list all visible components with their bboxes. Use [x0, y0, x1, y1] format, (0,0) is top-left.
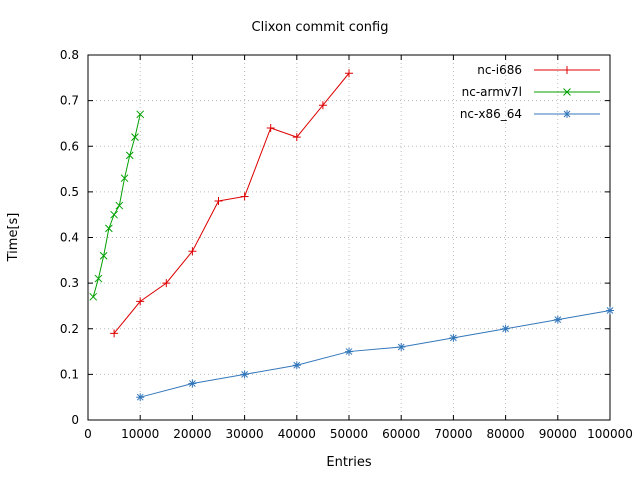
x-axis-label: Entries: [326, 455, 372, 470]
series-nc-x86_64: [136, 306, 614, 402]
x-tick-labels: 0 10000 20000 30000 40000 50000 60000 70000 8000…: [84, 427, 633, 441]
series-nc-armv7l: [89, 110, 145, 301]
chart-legend: nc-i686 nc-armv7l nc-x86_64: [460, 63, 600, 121]
svg-text:0.6: 0.6: [60, 139, 79, 153]
svg-text:10000: 10000: [121, 427, 159, 441]
svg-text:0.8: 0.8: [60, 48, 79, 62]
svg-text:50000: 50000: [330, 427, 368, 441]
legend-item-nc-i686: nc-i686: [477, 63, 600, 77]
svg-text:90000: 90000: [539, 427, 577, 441]
legend-label: nc-i686: [477, 63, 522, 77]
y-tick-labels: 0 0.1 0.2 0.3 0.4 0.5 0.6 0.7 0.8: [60, 48, 79, 427]
svg-text:0.2: 0.2: [60, 322, 79, 336]
svg-text:0.7: 0.7: [60, 94, 79, 108]
plot-area: 0 10000 20000 30000 40000 50000 60000 70000 8000…: [60, 48, 633, 441]
svg-text:30000: 30000: [226, 427, 264, 441]
legend-item-nc-armv7l: nc-armv7l: [462, 85, 600, 99]
series-nc-i686: [110, 69, 353, 338]
y-axis-label: Time[s]: [6, 213, 21, 263]
legend-item-nc-x86_64: nc-x86_64: [460, 107, 600, 121]
svg-text:0.1: 0.1: [60, 367, 79, 381]
svg-text:0: 0: [71, 413, 79, 427]
svg-text:80000: 80000: [487, 427, 525, 441]
legend-label: nc-x86_64: [460, 107, 522, 121]
chart-title: Clixon commit config: [252, 20, 389, 35]
axis-ticks: [87, 54, 611, 421]
svg-text:70000: 70000: [434, 427, 472, 441]
grid-lines: [87, 54, 611, 421]
svg-text:40000: 40000: [278, 427, 316, 441]
svg-text:60000: 60000: [382, 427, 420, 441]
legend-label: nc-armv7l: [462, 85, 522, 99]
svg-text:0.5: 0.5: [60, 185, 79, 199]
svg-text:20000: 20000: [173, 427, 211, 441]
svg-text:100000: 100000: [587, 427, 633, 441]
svg-text:0.3: 0.3: [60, 276, 79, 290]
svg-text:0: 0: [84, 427, 92, 441]
svg-text:0.4: 0.4: [60, 231, 79, 245]
